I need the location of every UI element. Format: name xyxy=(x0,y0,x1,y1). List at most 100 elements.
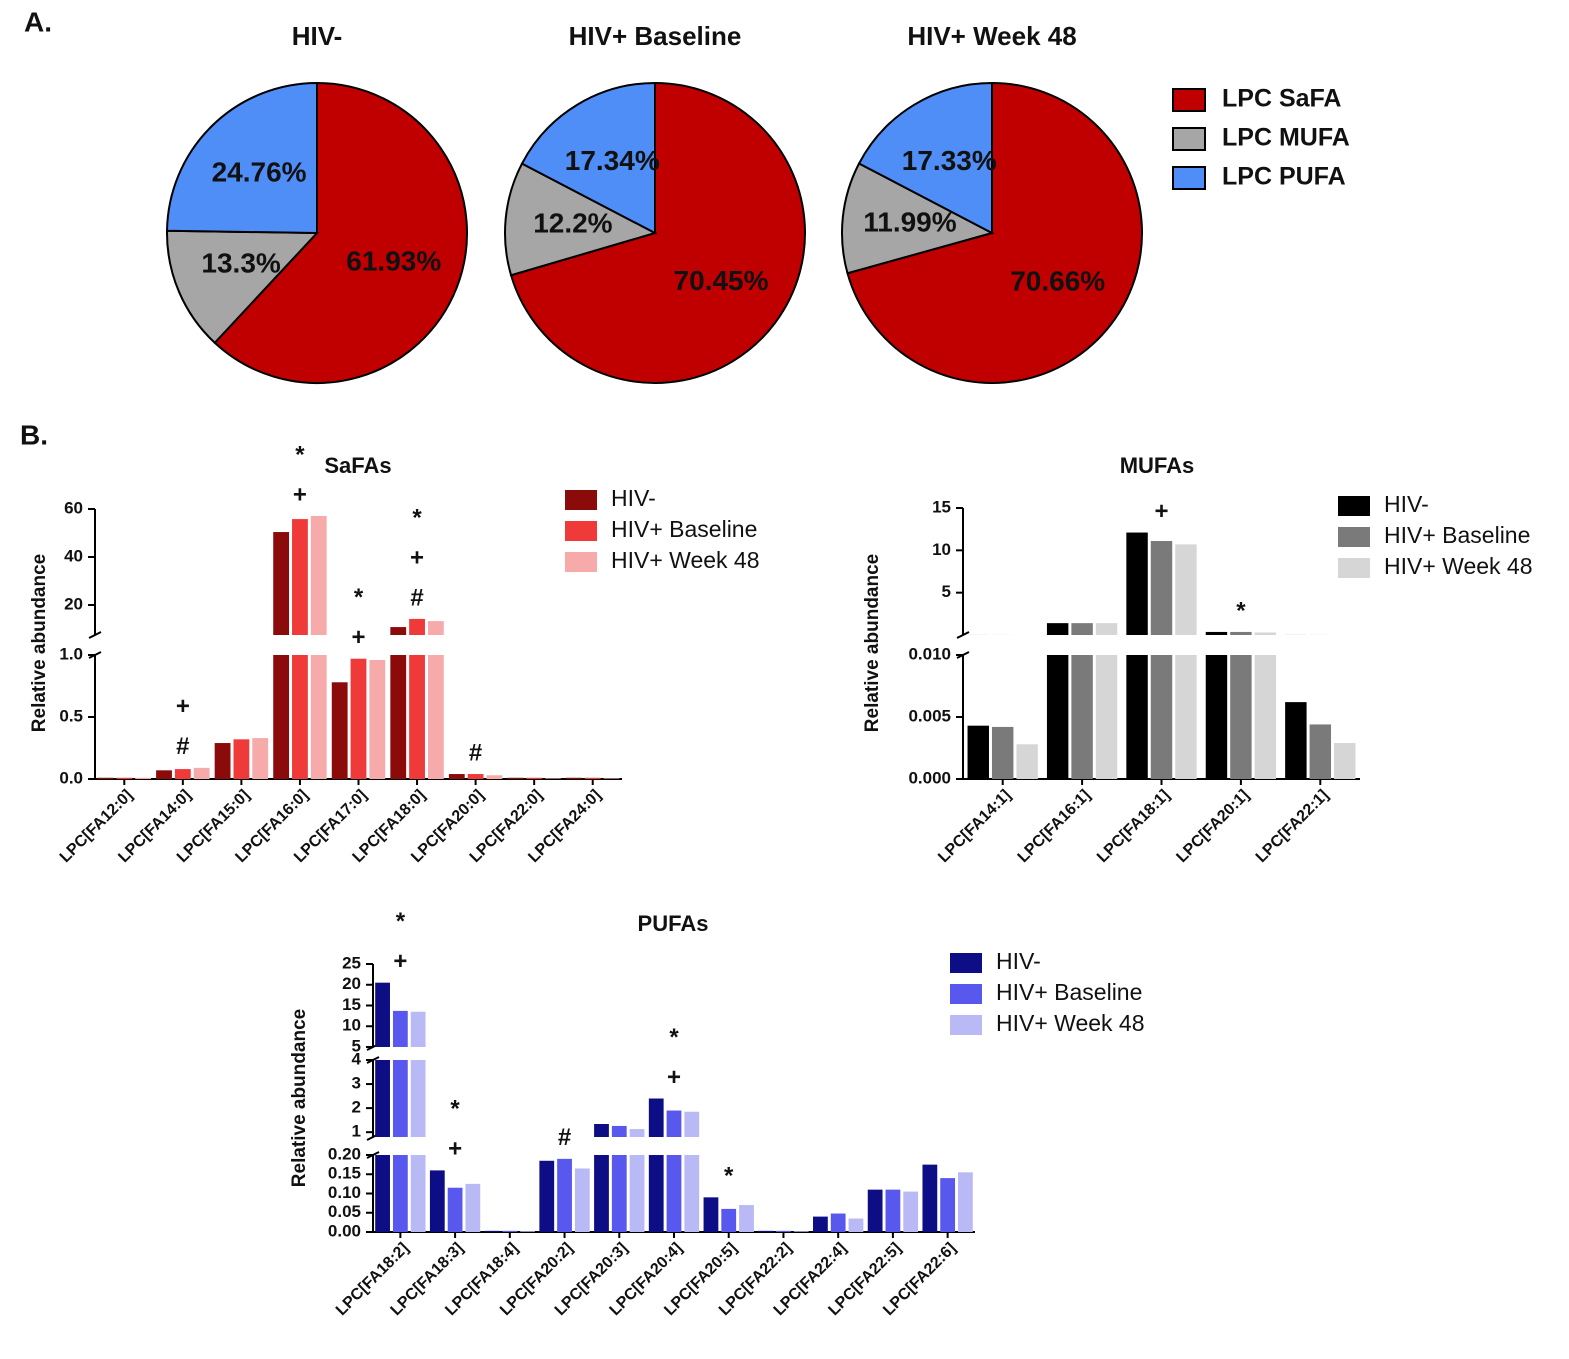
bar xyxy=(611,1155,627,1232)
bar xyxy=(1175,544,1197,635)
pie-slice xyxy=(857,81,993,235)
pie-slice xyxy=(166,81,318,235)
bar xyxy=(526,777,543,779)
bar xyxy=(1205,631,1228,635)
y-tick-label: 0.00 xyxy=(328,1221,361,1240)
pie-title: HIV+ Baseline xyxy=(569,21,742,51)
bar xyxy=(486,775,503,779)
panel-label: B. xyxy=(20,419,48,450)
bar xyxy=(703,1197,719,1232)
pie-slice xyxy=(509,81,806,384)
y-axis-label: Relative abundance xyxy=(289,1009,310,1187)
pie-title: HIV- xyxy=(292,21,343,51)
bar xyxy=(1254,655,1277,779)
bar xyxy=(427,655,444,779)
legend-label: HIV+ Week 48 xyxy=(996,1010,1145,1036)
chart-title: MUFAs xyxy=(1120,453,1195,478)
bar xyxy=(310,515,327,635)
pie-value-label: 61.93% xyxy=(346,246,441,277)
bar xyxy=(1309,724,1332,779)
panel-label: A. xyxy=(24,6,52,37)
bar xyxy=(574,1168,590,1232)
bar xyxy=(447,1187,463,1232)
significance-mark: * xyxy=(354,584,364,611)
y-axis-label: Relative abundance xyxy=(862,554,883,732)
legend-swatch xyxy=(565,552,597,572)
bar xyxy=(611,1125,627,1137)
bar xyxy=(97,777,114,779)
legend-swatch xyxy=(1172,88,1206,112)
y-tick-label: 4 xyxy=(352,1049,362,1068)
bar xyxy=(666,1155,682,1232)
significance-mark: + xyxy=(667,1064,681,1091)
bar xyxy=(410,1060,426,1137)
bar xyxy=(991,726,1014,779)
y-tick-label: 10 xyxy=(342,1016,361,1035)
significance-mark: * xyxy=(669,1024,679,1051)
y-tick-label: 25 xyxy=(342,953,361,972)
significance-mark: * xyxy=(396,908,406,935)
significance-mark: + xyxy=(293,481,307,508)
bar xyxy=(557,1158,572,1232)
y-tick-label: 60 xyxy=(64,498,83,517)
bar xyxy=(566,777,582,779)
bar xyxy=(1230,631,1252,635)
bar xyxy=(1334,743,1356,779)
significance-mark: # xyxy=(469,739,482,766)
y-tick-label: 0.15 xyxy=(328,1164,361,1183)
bar xyxy=(1150,655,1173,779)
pie-value-label: 70.66% xyxy=(1010,265,1105,296)
legend-label: LPC SaFA xyxy=(1222,85,1341,113)
significance-mark: # xyxy=(176,733,189,760)
pie-value-label: 24.76% xyxy=(212,157,307,188)
bar xyxy=(409,618,425,635)
pie-slice xyxy=(166,229,320,345)
bar xyxy=(375,982,390,1047)
bar xyxy=(922,1164,938,1232)
bar xyxy=(885,1189,901,1232)
bar xyxy=(1016,744,1038,779)
bar xyxy=(1071,623,1093,635)
bar xyxy=(410,1155,426,1232)
y-tick-label: 0.010 xyxy=(908,644,951,663)
y-tick-label: 0.0 xyxy=(59,768,83,787)
legend-label: LPC MUFA xyxy=(1222,124,1350,152)
significance-mark: * xyxy=(1236,597,1246,624)
bar xyxy=(848,1218,864,1232)
significance-mark: + xyxy=(176,693,190,720)
bar xyxy=(776,1230,791,1232)
y-tick-label: 20 xyxy=(342,974,361,993)
bar xyxy=(1095,655,1118,779)
significance-mark: + xyxy=(448,1136,462,1163)
legend-swatch xyxy=(1172,127,1206,151)
bar xyxy=(666,1110,682,1137)
pie-slice xyxy=(846,81,1143,384)
bar xyxy=(594,1124,609,1137)
pie-value-label: 12.2% xyxy=(533,207,612,238)
legend-label: HIV+ Week 48 xyxy=(1384,553,1533,579)
pie-slice xyxy=(504,162,658,277)
bar xyxy=(1285,702,1307,779)
bar xyxy=(465,1183,481,1232)
bar xyxy=(375,1155,390,1232)
bar xyxy=(1046,655,1069,779)
bar xyxy=(273,655,290,779)
significance-mark: * xyxy=(412,504,422,531)
y-tick-label: 20 xyxy=(64,594,83,613)
bar xyxy=(1071,655,1093,779)
bar xyxy=(1205,655,1228,779)
bar xyxy=(758,1230,774,1232)
significance-mark: * xyxy=(450,1096,460,1123)
legend-swatch xyxy=(1338,496,1370,516)
legend-label: HIV- xyxy=(996,948,1041,974)
y-tick-label: 0.5 xyxy=(59,706,83,725)
y-tick-label: 0.000 xyxy=(908,768,951,787)
bar xyxy=(539,1160,555,1232)
bar xyxy=(867,1189,883,1232)
legend-label: LPC PUFA xyxy=(1222,163,1346,191)
bar xyxy=(502,1230,518,1232)
axis-break xyxy=(88,631,102,639)
bar xyxy=(390,655,407,779)
bar xyxy=(292,655,308,779)
legend-label: HIV+ Week 48 xyxy=(611,547,760,573)
